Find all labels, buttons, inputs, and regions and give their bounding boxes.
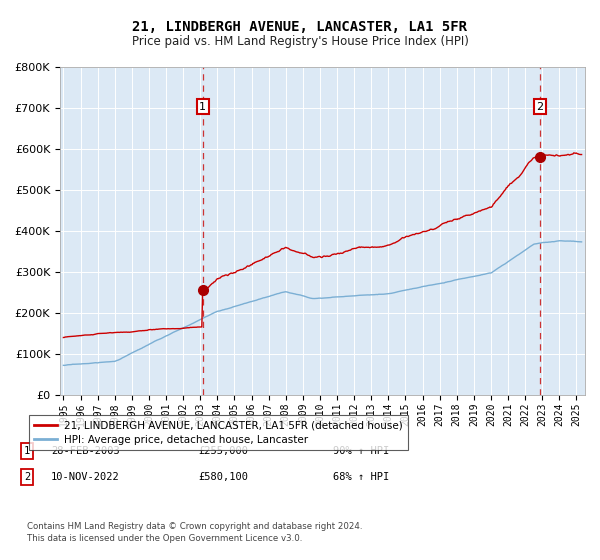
Text: Contains HM Land Registry data © Crown copyright and database right 2024.
This d: Contains HM Land Registry data © Crown c… bbox=[27, 522, 362, 543]
Text: 21, LINDBERGH AVENUE, LANCASTER, LA1 5FR: 21, LINDBERGH AVENUE, LANCASTER, LA1 5FR bbox=[133, 20, 467, 34]
Text: 2: 2 bbox=[536, 101, 544, 111]
Text: 28-FEB-2003: 28-FEB-2003 bbox=[51, 446, 120, 456]
Text: 2: 2 bbox=[24, 472, 30, 482]
Text: 10-NOV-2022: 10-NOV-2022 bbox=[51, 472, 120, 482]
Text: 1: 1 bbox=[24, 446, 30, 456]
Text: Price paid vs. HM Land Registry's House Price Index (HPI): Price paid vs. HM Land Registry's House … bbox=[131, 35, 469, 48]
Legend: 21, LINDBERGH AVENUE, LANCASTER, LA1 5FR (detached house), HPI: Average price, d: 21, LINDBERGH AVENUE, LANCASTER, LA1 5FR… bbox=[29, 415, 407, 450]
Text: 90% ↑ HPI: 90% ↑ HPI bbox=[333, 446, 389, 456]
Text: £580,100: £580,100 bbox=[198, 472, 248, 482]
Text: £255,000: £255,000 bbox=[198, 446, 248, 456]
Text: 68% ↑ HPI: 68% ↑ HPI bbox=[333, 472, 389, 482]
Text: 1: 1 bbox=[199, 101, 206, 111]
